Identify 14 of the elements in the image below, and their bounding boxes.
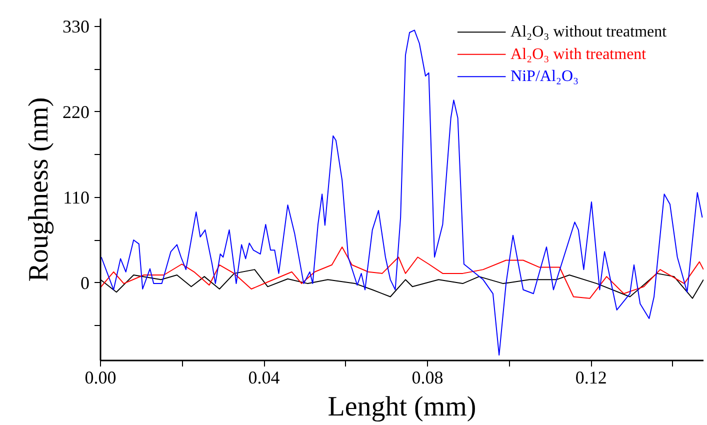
y-tick-label: 330: [62, 16, 90, 36]
legend-label: Al₂O₃ without treatment: [510, 24, 668, 41]
x-tick-label: 0.00: [84, 368, 116, 388]
x-tick-label: 0.12: [575, 368, 607, 388]
legend-label: NiP/Al₂O₃: [510, 68, 579, 86]
y-tick-label: 110: [63, 187, 90, 208]
y-axis-title: Roughness (nm): [24, 97, 54, 282]
x-tick-label: 0.04: [248, 368, 280, 388]
x-axis-title: Lenght (mm): [328, 392, 476, 422]
y-tick-label: 0: [80, 272, 90, 293]
legend-label: Al₂O₃ with treatment: [510, 46, 647, 63]
y-tick-label: 220: [62, 102, 90, 122]
line-series: [100, 246, 704, 299]
x-tick-label: 0.08: [412, 368, 444, 388]
